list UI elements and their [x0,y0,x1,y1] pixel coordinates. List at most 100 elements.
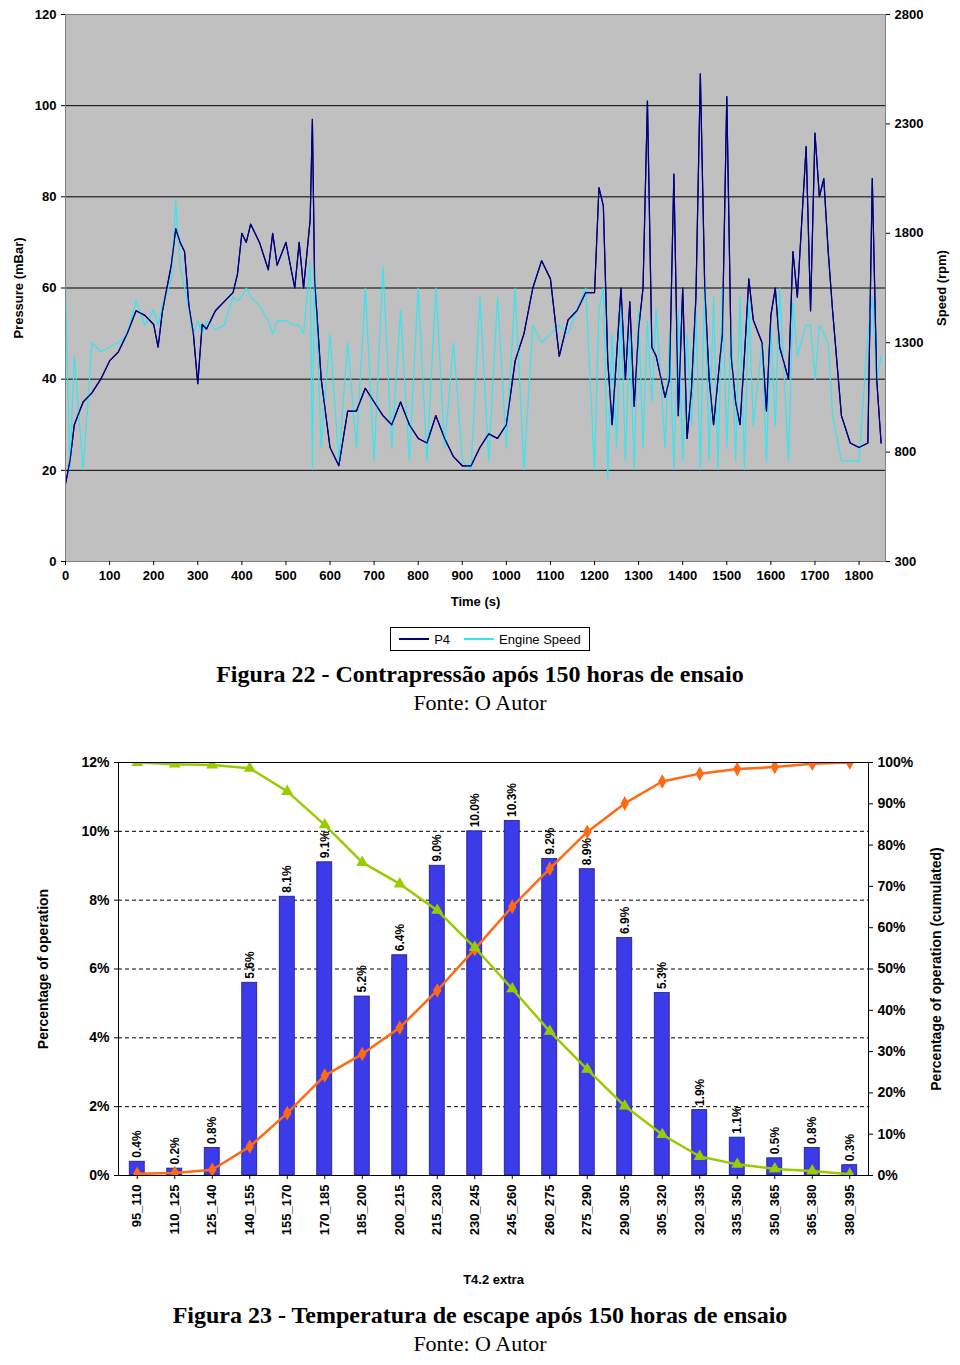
svg-text:0.2%: 0.2% [168,1137,182,1165]
svg-text:12%: 12% [81,754,110,770]
svg-text:10%: 10% [81,823,110,839]
svg-text:4%: 4% [89,1029,110,1045]
svg-text:Time (s): Time (s) [451,594,501,609]
svg-text:0.8%: 0.8% [205,1116,219,1144]
svg-text:1000: 1000 [492,568,521,583]
svg-text:10.3%: 10.3% [505,783,519,817]
svg-text:6.9%: 6.9% [618,906,632,934]
svg-text:1100: 1100 [536,568,564,583]
svg-text:350_365: 350_365 [767,1185,782,1236]
svg-text:500: 500 [275,568,297,583]
svg-text:0.4%: 0.4% [130,1130,144,1158]
svg-text:1.1%: 1.1% [730,1106,744,1134]
svg-text:80%: 80% [878,837,907,853]
svg-text:2800: 2800 [895,7,924,22]
svg-text:90%: 90% [878,795,907,811]
html-text:Fonte: O Autor: Fonte: O Autor [413,690,547,715]
svg-text:260_275: 260_275 [542,1185,557,1236]
svg-text:140_155: 140_155 [242,1185,257,1236]
svg-text:T4.2 extra: T4.2 extra [463,1272,524,1287]
svg-text:1700: 1700 [801,568,830,583]
svg-text:20: 20 [42,462,56,477]
svg-text:60%: 60% [878,919,907,935]
svg-text:380_395: 380_395 [842,1185,857,1236]
svg-text:155_170: 155_170 [279,1185,294,1236]
svg-text:120: 120 [35,7,57,22]
svg-text:10%: 10% [878,1126,907,1142]
svg-text:1800: 1800 [845,568,874,583]
svg-text:1500: 1500 [712,568,741,583]
svg-text:170_185: 170_185 [317,1185,332,1236]
svg-text:9.0%: 9.0% [430,834,444,862]
svg-text:185_200: 185_200 [354,1185,369,1236]
svg-text:5.3%: 5.3% [655,961,669,989]
svg-text:600: 600 [319,568,341,583]
svg-text:215_230: 215_230 [429,1185,444,1236]
svg-text:0%: 0% [89,1167,110,1183]
svg-text:0%: 0% [878,1167,899,1183]
svg-text:245_260: 245_260 [504,1185,519,1236]
svg-text:800: 800 [895,444,917,459]
svg-text:200: 200 [143,568,165,583]
svg-text:1800: 1800 [895,225,924,240]
svg-text:80: 80 [42,189,56,204]
svg-text:30%: 30% [878,1043,907,1059]
svg-text:5.6%: 5.6% [243,951,257,979]
svg-text:1.9%: 1.9% [693,1078,707,1106]
svg-text:10.0%: 10.0% [468,793,482,827]
svg-text:305_320: 305_320 [654,1185,669,1236]
svg-text:6%: 6% [89,960,110,976]
svg-text:900: 900 [451,568,473,583]
svg-text:0: 0 [62,568,69,583]
svg-text:300: 300 [895,554,917,569]
svg-text:40: 40 [42,371,56,386]
svg-text:8%: 8% [89,892,110,908]
svg-text:365_380: 365_380 [804,1185,819,1236]
svg-text:110_125: 110_125 [167,1185,182,1235]
svg-text:290_305: 290_305 [617,1185,632,1236]
svg-text:2300: 2300 [895,116,924,131]
svg-text:125_140: 125_140 [204,1185,219,1236]
svg-text:800: 800 [407,568,429,583]
svg-text:Percentage of operation (cumul: Percentage of operation (cumulated) [928,847,944,1090]
svg-text:1300: 1300 [624,568,653,583]
svg-text:100: 100 [35,98,57,113]
svg-text:0.5%: 0.5% [768,1127,782,1155]
svg-text:100: 100 [99,568,121,583]
svg-text:6.4%: 6.4% [393,924,407,952]
html-text:Figura 22 - Contrapressão após: Figura 22 - Contrapressão após 150 horas… [216,661,744,687]
svg-text:1300: 1300 [895,335,924,350]
svg-text:0: 0 [49,554,56,569]
svg-text:8.9%: 8.9% [580,838,594,866]
svg-text:60: 60 [42,280,56,295]
svg-text:400: 400 [231,568,253,583]
svg-text:9.2%: 9.2% [543,827,557,855]
svg-text:335_350: 335_350 [729,1185,744,1236]
svg-text:700: 700 [363,568,385,583]
svg-text:1400: 1400 [668,568,697,583]
svg-text:100%: 100% [878,754,914,770]
svg-text:40%: 40% [878,1002,907,1018]
svg-text:200_215: 200_215 [392,1185,407,1236]
svg-text:Percentage of operation: Percentage of operation [35,889,51,1049]
svg-text:50%: 50% [878,960,907,976]
svg-text:0.3%: 0.3% [843,1133,857,1161]
svg-text:Pressure (mBar): Pressure (mBar) [11,237,26,338]
svg-text:95_110: 95_110 [129,1185,144,1228]
svg-text:5.2%: 5.2% [355,965,369,993]
svg-text:275_290: 275_290 [579,1185,594,1236]
svg-text:20%: 20% [878,1084,907,1100]
svg-text:9.1%: 9.1% [318,831,332,859]
svg-text:Speed (rpm): Speed (rpm) [934,250,949,326]
svg-text:70%: 70% [878,878,907,894]
svg-text:8.1%: 8.1% [280,865,294,893]
svg-text:1200: 1200 [580,568,609,583]
svg-text:1600: 1600 [756,568,785,583]
html-text:Fonte: O Autor: Fonte: O Autor [413,1331,547,1356]
svg-text:0.8%: 0.8% [805,1116,819,1144]
svg-text:320_335: 320_335 [692,1185,707,1236]
svg-text:2%: 2% [89,1098,110,1114]
svg-text:300: 300 [187,568,209,583]
html-text:Figura 23 - Temperatura de esc: Figura 23 - Temperatura de escape após 1… [172,1302,788,1328]
svg-text:230_245: 230_245 [467,1185,482,1236]
